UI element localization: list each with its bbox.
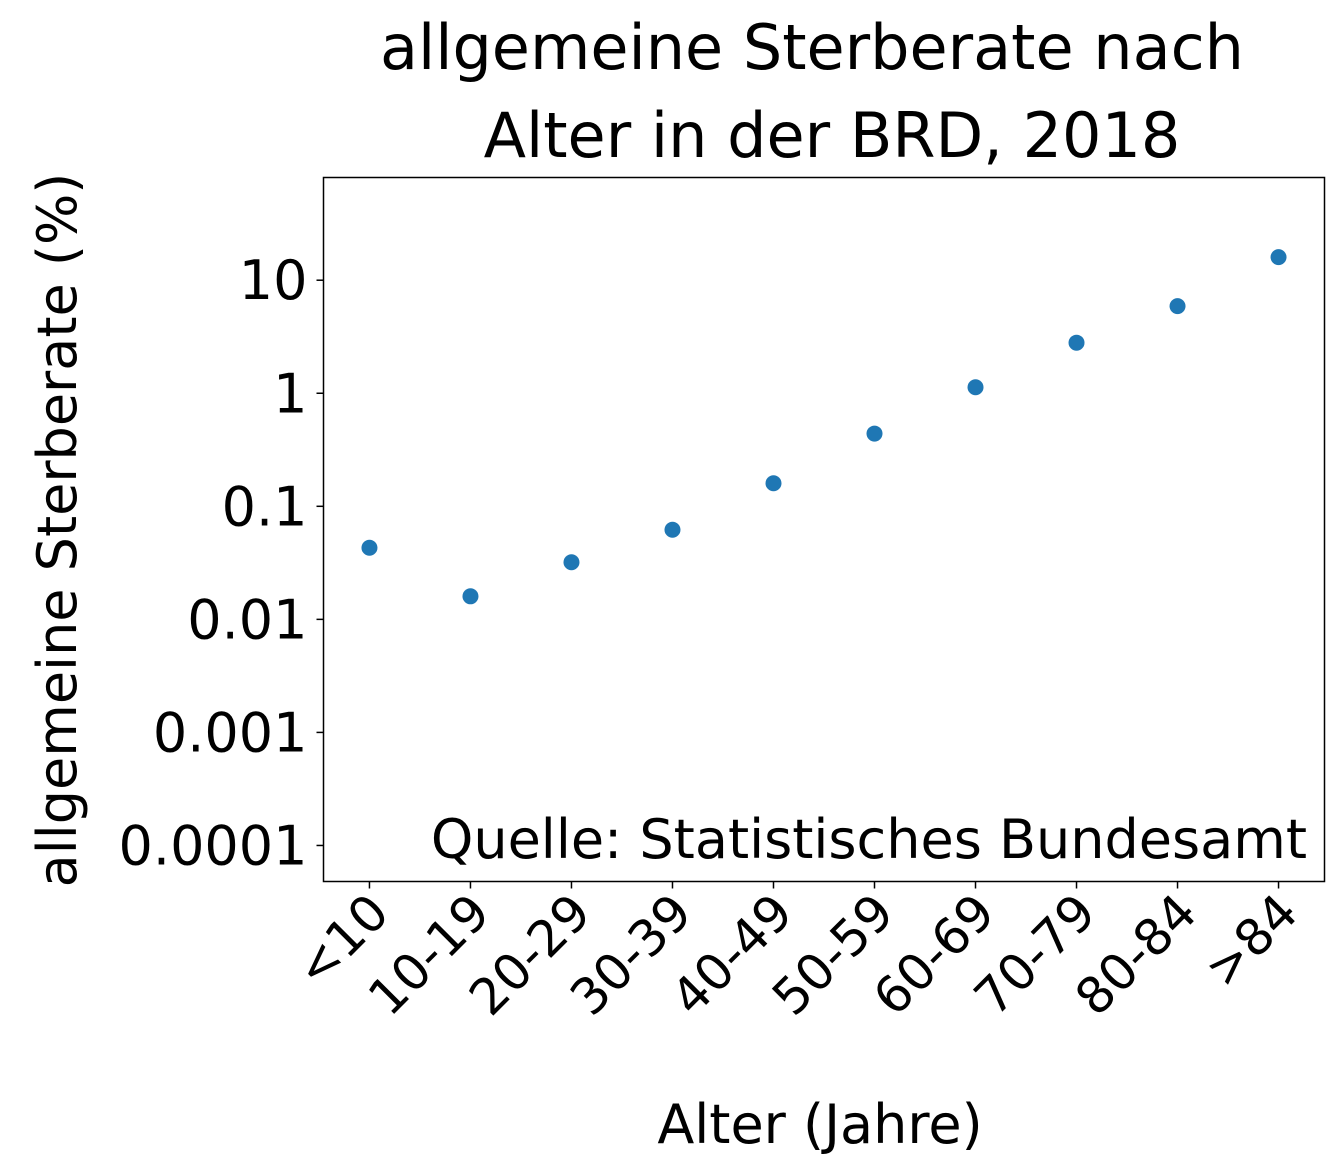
y-tick-label: 0.01 (187, 588, 307, 651)
point (361, 539, 378, 556)
annotation: Quelle: Statistisches Bundesamt (431, 808, 1307, 871)
point (1270, 249, 1287, 266)
y-axis-label: allgemeine Sterberate (%) (26, 173, 89, 888)
y-tick-label: 1 (273, 362, 307, 425)
x-axis-label: Alter (Jahre) (657, 1093, 982, 1155)
point (967, 379, 984, 396)
chart-title: Alter in der BRD, 2018 (484, 99, 1181, 172)
chart-title: allgemeine Sterberate nach (380, 11, 1244, 84)
point (765, 475, 782, 492)
point (664, 521, 681, 538)
y-tick-label: 0.1 (222, 475, 308, 538)
plot-frame (322, 176, 1326, 883)
y-tick-label: 10 (239, 249, 308, 312)
point (563, 554, 580, 571)
point (1068, 334, 1085, 351)
point (1169, 298, 1186, 315)
point (866, 425, 883, 442)
y-tick-label: 0.0001 (119, 814, 308, 877)
point (462, 588, 479, 605)
y-tick-label: 0.001 (153, 701, 308, 764)
x-tick-label: >84 (1193, 883, 1309, 999)
